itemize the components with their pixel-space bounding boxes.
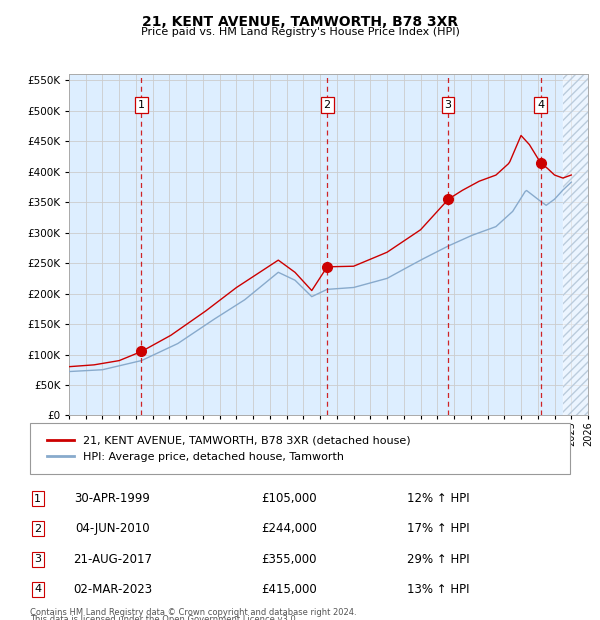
Legend: 21, KENT AVENUE, TAMWORTH, B78 3XR (detached house), HPI: Average price, detache: 21, KENT AVENUE, TAMWORTH, B78 3XR (deta… [41, 430, 416, 467]
Bar [563, 74, 588, 415]
Text: £244,000: £244,000 [261, 523, 317, 536]
Text: 3: 3 [445, 100, 452, 110]
Text: 3: 3 [34, 554, 41, 564]
Bar [563, 74, 588, 415]
Text: £355,000: £355,000 [261, 552, 317, 565]
Text: 17% ↑ HPI: 17% ↑ HPI [407, 523, 469, 536]
Text: 13% ↑ HPI: 13% ↑ HPI [407, 583, 469, 596]
Text: £105,000: £105,000 [261, 492, 317, 505]
Text: This data is licensed under the Open Government Licence v3.0.: This data is licensed under the Open Gov… [30, 615, 298, 620]
Text: Contains HM Land Registry data © Crown copyright and database right 2024.: Contains HM Land Registry data © Crown c… [30, 608, 356, 617]
Text: 04-JUN-2010: 04-JUN-2010 [75, 523, 149, 536]
Text: 2: 2 [323, 100, 331, 110]
FancyBboxPatch shape [30, 423, 570, 474]
Text: 29% ↑ HPI: 29% ↑ HPI [407, 552, 469, 565]
Text: 21, KENT AVENUE, TAMWORTH, B78 3XR: 21, KENT AVENUE, TAMWORTH, B78 3XR [142, 16, 458, 30]
Text: 12% ↑ HPI: 12% ↑ HPI [407, 492, 469, 505]
Text: 4: 4 [537, 100, 544, 110]
Text: 1: 1 [138, 100, 145, 110]
Text: Price paid vs. HM Land Registry's House Price Index (HPI): Price paid vs. HM Land Registry's House … [140, 27, 460, 37]
Text: £415,000: £415,000 [261, 583, 317, 596]
Text: 02-MAR-2023: 02-MAR-2023 [73, 583, 152, 596]
Text: 2: 2 [34, 524, 41, 534]
Text: 4: 4 [34, 585, 41, 595]
Text: 30-APR-1999: 30-APR-1999 [74, 492, 150, 505]
Text: 21-AUG-2017: 21-AUG-2017 [73, 552, 152, 565]
Text: 1: 1 [34, 494, 41, 503]
